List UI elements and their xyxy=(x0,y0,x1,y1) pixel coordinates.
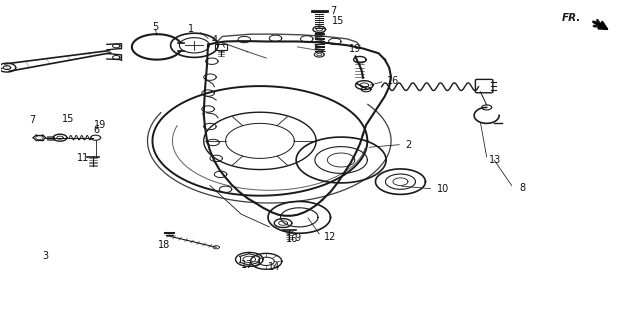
Text: 8: 8 xyxy=(519,183,525,193)
Text: 15: 15 xyxy=(62,114,74,124)
Text: 16: 16 xyxy=(285,234,298,244)
Text: 10: 10 xyxy=(437,184,449,194)
Text: 7: 7 xyxy=(29,115,35,125)
Text: 9: 9 xyxy=(294,233,300,243)
Text: 4: 4 xyxy=(212,35,218,44)
Text: 12: 12 xyxy=(324,232,337,242)
Text: 19: 19 xyxy=(349,44,361,54)
Text: 14: 14 xyxy=(268,262,280,272)
Text: 13: 13 xyxy=(489,155,501,165)
Text: FR.: FR. xyxy=(562,13,582,23)
Text: 5: 5 xyxy=(153,22,159,32)
Bar xyxy=(215,44,227,50)
Text: 18: 18 xyxy=(158,240,170,250)
Text: 6: 6 xyxy=(93,125,100,135)
Text: 7: 7 xyxy=(331,6,337,16)
Text: 17: 17 xyxy=(241,260,254,269)
Text: 11: 11 xyxy=(77,153,90,164)
Text: 19: 19 xyxy=(95,120,106,130)
Text: 15: 15 xyxy=(332,16,344,27)
Text: 1: 1 xyxy=(188,24,194,34)
Text: 16: 16 xyxy=(387,76,399,86)
Text: 2: 2 xyxy=(406,140,412,150)
Text: 3: 3 xyxy=(43,251,49,260)
